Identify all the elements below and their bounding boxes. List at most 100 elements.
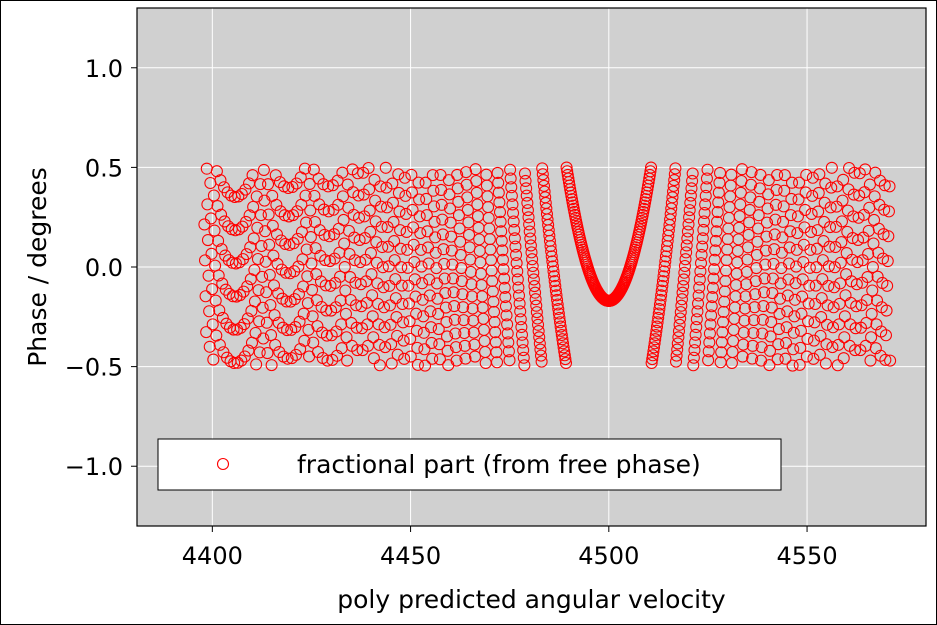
data-point [496, 244, 509, 257]
data-point [827, 301, 840, 314]
data-point [769, 213, 782, 226]
data-point [764, 330, 777, 343]
data-point [366, 310, 379, 323]
data-point [410, 324, 423, 337]
data-point [337, 213, 350, 226]
data-point [746, 352, 759, 365]
data-point [516, 336, 529, 349]
data-point [460, 166, 473, 179]
data-point [253, 315, 266, 328]
data-point [849, 344, 862, 357]
data-point [802, 297, 815, 310]
data-point [419, 176, 432, 189]
data-point [399, 189, 412, 202]
data-point [698, 206, 711, 220]
data-point [339, 284, 352, 297]
data-point [529, 286, 542, 299]
data-point [235, 354, 248, 367]
data-point [659, 255, 672, 268]
data-point [821, 299, 834, 312]
data-point [368, 173, 381, 186]
data-point [293, 315, 306, 328]
data-point [741, 241, 755, 254]
data-point [772, 338, 785, 351]
data-point [689, 328, 702, 341]
data-point [246, 169, 259, 182]
data-point [241, 312, 254, 325]
data-point [838, 331, 851, 344]
data-point [790, 260, 803, 273]
data-point [504, 163, 517, 176]
data-point [470, 175, 483, 188]
data-point [668, 174, 681, 187]
data-point [300, 216, 313, 229]
data-point [273, 176, 286, 189]
data-point [454, 235, 467, 248]
data-point [501, 327, 514, 340]
data-point [749, 288, 762, 301]
data-point [373, 359, 386, 372]
data-point [784, 225, 797, 238]
data-point [801, 332, 814, 345]
data-point [261, 347, 274, 360]
data-point [304, 231, 317, 244]
data-point [420, 192, 433, 205]
data-point [461, 191, 474, 204]
y-tick-label: −1.0 [65, 453, 123, 481]
data-point [813, 168, 826, 181]
data-point [288, 265, 301, 278]
data-point [684, 189, 697, 202]
data-point [812, 186, 825, 199]
data-point [823, 240, 836, 253]
data-point [306, 310, 319, 323]
data-point [699, 198, 712, 211]
data-point [416, 277, 429, 290]
data-point [788, 310, 801, 323]
data-point [520, 189, 533, 202]
data-point [421, 225, 434, 238]
data-point [778, 184, 791, 197]
data-point [806, 171, 819, 184]
data-point [705, 300, 718, 313]
data-point [860, 316, 873, 329]
data-point [824, 221, 837, 234]
data-point [559, 356, 573, 370]
y-axis-label: Phase / degrees [23, 167, 52, 367]
data-point [716, 326, 729, 339]
data-point [554, 316, 567, 329]
data-point [449, 327, 462, 340]
data-point [387, 215, 400, 228]
data-point [782, 257, 796, 270]
data-point [763, 359, 776, 372]
data-point [746, 339, 759, 352]
data-point [767, 257, 780, 270]
data-point [534, 349, 548, 362]
data-point [495, 225, 508, 238]
data-point [804, 243, 817, 256]
data-point [410, 307, 423, 320]
data-point [536, 168, 549, 181]
data-point [503, 354, 516, 367]
data-point [403, 315, 416, 328]
data-point [494, 215, 507, 228]
data-point [402, 297, 416, 310]
data-point [874, 349, 887, 362]
data-point [468, 350, 482, 363]
data-point [488, 305, 501, 318]
data-point [395, 279, 408, 292]
data-point [256, 301, 269, 314]
data-point [757, 300, 770, 313]
data-point [810, 242, 823, 255]
data-point [301, 270, 314, 283]
data-point [430, 262, 443, 275]
data-point [753, 195, 766, 208]
data-point [682, 218, 695, 231]
data-point [240, 215, 253, 228]
data-point [350, 321, 363, 334]
data-point [733, 210, 746, 223]
data-point [645, 356, 658, 370]
data-point [389, 273, 402, 286]
data-point [333, 270, 347, 283]
data-point [671, 337, 684, 350]
data-point [413, 193, 426, 206]
